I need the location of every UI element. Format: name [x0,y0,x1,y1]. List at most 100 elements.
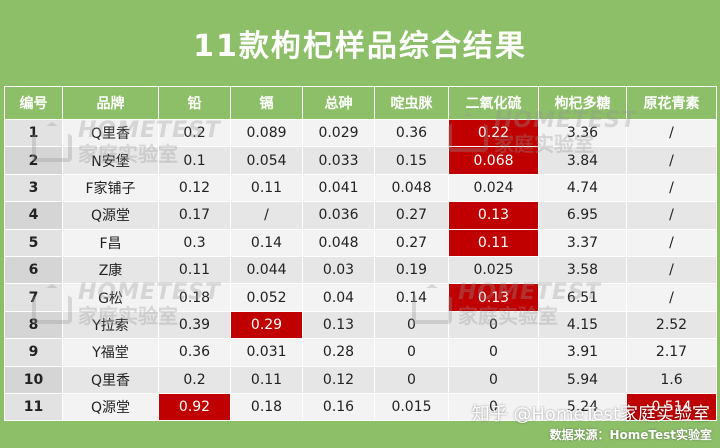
table-cell: 0 [448,365,539,394]
table-cell: 0 [448,310,539,340]
table-cell: 0.041 [302,173,375,203]
table-cell: 0.036 [302,201,375,230]
table-cell: 0 [374,338,449,367]
table-cell: 0.015 [374,392,449,422]
table-cell: 0.11 [448,228,539,257]
table-cell: 0.29 [230,310,303,340]
row-number-cell: 3 [4,173,63,203]
table-cell: 3.58 [538,255,627,285]
table-cell: F昌 [62,228,159,257]
table-cell: 0.03 [302,255,375,285]
table-cell: 0.052 [230,283,303,312]
table-row: 9 Y福堂 0.36 0.031 0.28 0 0 3.91 2.17 [4,338,717,367]
table-cell: 0 [374,310,449,340]
column-header: 品牌 [62,86,159,120]
table-cell: 0.27 [374,228,449,257]
table-cell: Q里香 [62,365,159,394]
table-cell: 6.51 [538,283,627,312]
table-row: 5 F昌 0.3 0.14 0.048 0.27 0.11 3.37/ [4,228,717,257]
row-number-cell: 6 [4,255,63,285]
table-cell: 0.029 [302,118,375,148]
table-cell: 5.24 [538,392,627,422]
table-cell: 0.13 [448,283,539,312]
table-cell: 0.1 [158,146,231,175]
table-cell: 3.37 [538,228,627,257]
table-cell: / [626,201,717,230]
table-cell: G松 [62,283,159,312]
table-cell: Y拉索 [62,310,159,340]
table-cell: 0.13 [302,310,375,340]
table-cell: 0.13 [448,201,539,230]
table-cell: 3.91 [538,338,627,367]
table-cell: / [626,146,717,175]
page-title: 11款枸杞样品综合结果 [193,29,527,64]
title-banner: 11款枸杞样品综合结果 [0,0,720,86]
table-cell: 0.22 [448,118,539,148]
row-number-cell: 7 [4,283,63,312]
table-row: 2 N安堡 0.1 0.054 0.033 0.15 0.068 3.84/ [4,146,717,175]
column-header: 原花青素 [626,86,717,120]
table-row: 11 Q源堂 0.92 0.18 0.16 0.015 0 5.24 0.514 [4,392,717,422]
table-cell: 0.39 [158,310,231,340]
table-cell: / [626,255,717,285]
table-cell: 0.031 [230,338,303,367]
table-cell: 0.12 [302,365,375,394]
row-number-cell: 2 [4,146,63,175]
table-row: 7 G松 0.18 0.052 0.04 0.14 0.13 6.51/ [4,283,717,312]
table-row: 10 Q里香 0.2 0.11 0.12 0 0 5.94 1.6 [4,365,717,394]
column-header: 啶虫脒 [374,86,449,120]
table-cell: 4.74 [538,173,627,203]
table-cell: 0.11 [230,173,303,203]
column-header: 编号 [4,86,63,120]
table-row: 8 Y拉索 0.39 0.29 0.13 0 0 4.15 2.52 [4,310,717,340]
table-cell: 0.15 [374,146,449,175]
row-number-cell: 4 [4,201,63,230]
column-header: 镉 [230,86,303,120]
column-header: 总砷 [302,86,375,120]
table-cell: Q源堂 [62,201,159,230]
table-cell: 2.17 [626,338,717,367]
row-number-cell: 11 [4,392,63,422]
table-cell: / [626,173,717,203]
table-cell: 0.044 [230,255,303,285]
table-cell: 0.068 [448,146,539,175]
table-cell: 0.089 [230,118,303,148]
table-cell: / [626,118,717,148]
table-row: 6 Z康 0.11 0.044 0.03 0.19 0.025 3.58/ [4,255,717,285]
table-cell: 0 [374,365,449,394]
row-number-cell: 1 [4,118,63,148]
row-number-cell: 9 [4,338,63,367]
table-cell: 0.04 [302,283,375,312]
table-cell: N安堡 [62,146,159,175]
table-cell: 0.92 [158,392,231,422]
data-source-label: 数据来源：HomeTest实验室 [549,428,712,442]
table-cell: 0.048 [302,228,375,257]
table-cell: 0.3 [158,228,231,257]
row-number-cell: 8 [4,310,63,340]
column-header: 二氧化硫 [448,86,539,120]
table-cell: 3.84 [538,146,627,175]
column-header: 枸杞多糖 [538,86,627,120]
table-cell: 0.11 [158,255,231,285]
row-number-cell: 10 [4,365,63,394]
table-cell: 1.6 [626,365,717,394]
table-cell: 0.18 [230,392,303,422]
table-cell: 0.16 [302,392,375,422]
table-cell: 0.2 [158,365,231,394]
table-cell: Q里香 [62,118,159,148]
results-table: 编号 品牌铅镉总砷 啶虫脒 二氧化硫 枸杞多糖 原花青素 1 Q里香 0.2 0.089 0.02… [4,86,717,422]
table-row: 4 Q源堂 0.17/0.036 0.27 0.13 6.95/ [4,201,717,230]
table-cell: 0.048 [374,173,449,203]
table-row: 1 Q里香 0.2 0.089 0.029 0.36 0.22 3.36/ [4,118,717,148]
table-cell: 0.12 [158,173,231,203]
table-cell: 0.11 [230,365,303,394]
table-cell: Z康 [62,255,159,285]
table-cell: Y福堂 [62,338,159,367]
table-row: 3 F家铺子 0.12 0.11 0.041 0.048 0.024 4.74/ [4,173,717,203]
table-cell: 0 [448,338,539,367]
table-cell: 6.95 [538,201,627,230]
table-cell: 5.94 [538,365,627,394]
header-row: 编号 品牌铅镉总砷 啶虫脒 二氧化硫 枸杞多糖 原花青素 [4,86,717,120]
table-cell: 2.52 [626,310,717,340]
table-cell: 0.36 [158,338,231,367]
